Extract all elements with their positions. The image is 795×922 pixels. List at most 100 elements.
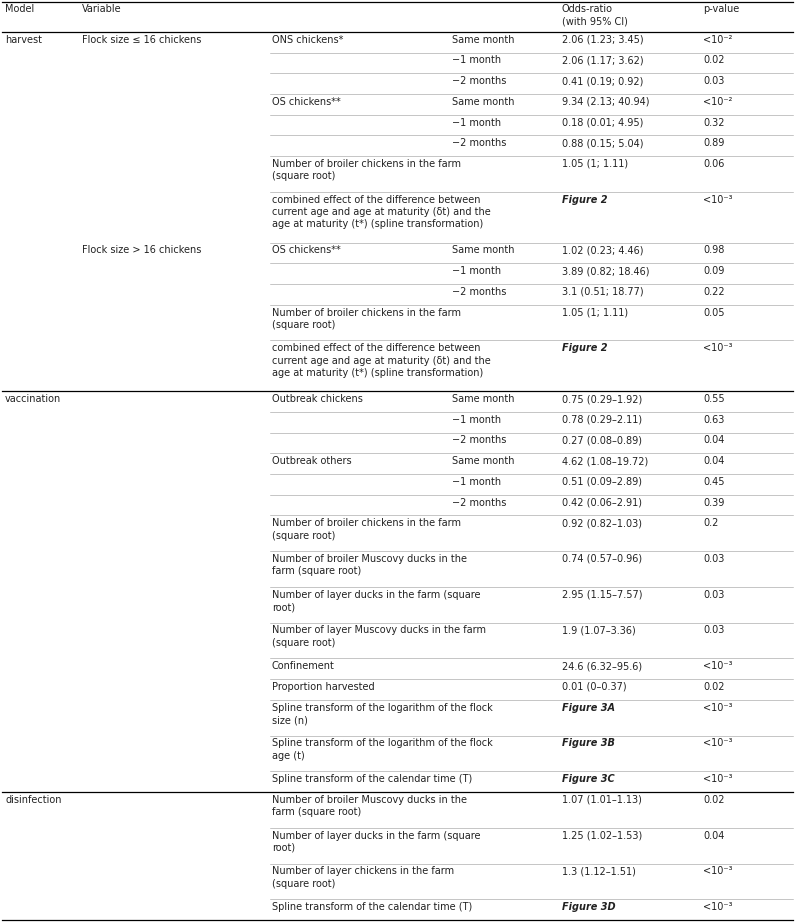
Text: 2.06 (1.17; 3.62): 2.06 (1.17; 3.62) [562, 55, 644, 65]
Text: Figure 3B: Figure 3B [562, 739, 615, 749]
Text: <10⁻³: <10⁻³ [703, 195, 732, 205]
Text: 0.98: 0.98 [703, 245, 724, 255]
Text: Number of broiler chickens in the farm
(square root): Number of broiler chickens in the farm (… [272, 308, 461, 330]
Text: Figure 3D: Figure 3D [562, 902, 615, 912]
Text: 0.63: 0.63 [703, 415, 724, 425]
Text: 4.62 (1.08–19.72): 4.62 (1.08–19.72) [562, 456, 648, 467]
Text: Spline transform of the logarithm of the flock
size (n): Spline transform of the logarithm of the… [272, 703, 493, 725]
Text: combined effect of the difference between
current age and age at maturity (δt) a: combined effect of the difference betwee… [272, 343, 491, 378]
Text: OS chickens**: OS chickens** [272, 245, 341, 255]
Text: 9.34 (2.13; 40.94): 9.34 (2.13; 40.94) [562, 97, 650, 107]
Text: Number of broiler chickens in the farm
(square root): Number of broiler chickens in the farm (… [272, 518, 461, 540]
Text: harvest: harvest [5, 35, 42, 45]
Text: 0.03: 0.03 [703, 77, 724, 86]
Text: −2 months: −2 months [452, 138, 506, 148]
Text: 1.05 (1; 1.11): 1.05 (1; 1.11) [562, 308, 628, 317]
Text: Variable: Variable [82, 4, 122, 14]
Text: −2 months: −2 months [452, 498, 506, 507]
Text: 2.06 (1.23; 3.45): 2.06 (1.23; 3.45) [562, 35, 644, 45]
Text: Number of broiler chickens in the farm
(square root): Number of broiler chickens in the farm (… [272, 159, 461, 182]
Text: 0.04: 0.04 [703, 456, 724, 467]
Text: 1.05 (1; 1.11): 1.05 (1; 1.11) [562, 159, 628, 169]
Text: 24.6 (6.32–95.6): 24.6 (6.32–95.6) [562, 661, 642, 671]
Text: combined effect of the difference between
current age and age at maturity (δt) a: combined effect of the difference betwee… [272, 195, 491, 230]
Text: Same month: Same month [452, 394, 514, 404]
Text: Number of broiler Muscovy ducks in the
farm (square root): Number of broiler Muscovy ducks in the f… [272, 795, 467, 817]
Text: 0.05: 0.05 [703, 308, 724, 317]
Text: Spline transform of the calendar time (T): Spline transform of the calendar time (T… [272, 902, 472, 912]
Text: 0.2: 0.2 [703, 518, 719, 528]
Text: Same month: Same month [452, 456, 514, 467]
Text: disinfection: disinfection [5, 795, 61, 805]
Text: 0.89: 0.89 [703, 138, 724, 148]
Text: Model: Model [5, 4, 34, 14]
Text: 3.89 (0.82; 18.46): 3.89 (0.82; 18.46) [562, 266, 650, 277]
Text: <10⁻³: <10⁻³ [703, 343, 732, 353]
Text: 0.04: 0.04 [703, 435, 724, 445]
Text: Number of layer Muscovy ducks in the farm
(square root): Number of layer Muscovy ducks in the far… [272, 625, 486, 648]
Text: Outbreak chickens: Outbreak chickens [272, 394, 363, 404]
Text: Spline transform of the logarithm of the flock
age (t): Spline transform of the logarithm of the… [272, 739, 493, 761]
Text: Figure 2: Figure 2 [562, 195, 607, 205]
Text: 0.32: 0.32 [703, 117, 724, 127]
Text: 0.01 (0–0.37): 0.01 (0–0.37) [562, 682, 626, 692]
Text: Number of layer ducks in the farm (square
root): Number of layer ducks in the farm (squar… [272, 590, 480, 612]
Text: Number of broiler Muscovy ducks in the
farm (square root): Number of broiler Muscovy ducks in the f… [272, 554, 467, 576]
Text: Spline transform of the calendar time (T): Spline transform of the calendar time (T… [272, 774, 472, 784]
Text: 0.75 (0.29–1.92): 0.75 (0.29–1.92) [562, 394, 642, 404]
Text: vaccination: vaccination [5, 394, 61, 404]
Text: 0.51 (0.09–2.89): 0.51 (0.09–2.89) [562, 477, 642, 487]
Text: Flock size ≤ 16 chickens: Flock size ≤ 16 chickens [82, 35, 201, 45]
Text: 0.42 (0.06–2.91): 0.42 (0.06–2.91) [562, 498, 642, 507]
Text: 0.02: 0.02 [703, 795, 724, 805]
Text: <10⁻²: <10⁻² [703, 97, 732, 107]
Text: 0.02: 0.02 [703, 55, 724, 65]
Text: 0.41 (0.19; 0.92): 0.41 (0.19; 0.92) [562, 77, 643, 86]
Text: 1.02 (0.23; 4.46): 1.02 (0.23; 4.46) [562, 245, 643, 255]
Text: 0.04: 0.04 [703, 831, 724, 841]
Text: −1 month: −1 month [452, 55, 501, 65]
Text: −1 month: −1 month [452, 117, 501, 127]
Text: 0.88 (0.15; 5.04): 0.88 (0.15; 5.04) [562, 138, 643, 148]
Text: 3.1 (0.51; 18.77): 3.1 (0.51; 18.77) [562, 287, 644, 297]
Text: 0.74 (0.57–0.96): 0.74 (0.57–0.96) [562, 554, 642, 564]
Text: Same month: Same month [452, 97, 514, 107]
Text: Figure 3C: Figure 3C [562, 774, 615, 784]
Text: Figure 2: Figure 2 [562, 343, 607, 353]
Text: 0.22: 0.22 [703, 287, 724, 297]
Text: Number of layer chickens in the farm
(square root): Number of layer chickens in the farm (sq… [272, 867, 454, 889]
Text: 0.03: 0.03 [703, 554, 724, 564]
Text: <10⁻³: <10⁻³ [703, 774, 732, 784]
Text: −1 month: −1 month [452, 477, 501, 487]
Text: 0.55: 0.55 [703, 394, 724, 404]
Text: 0.18 (0.01; 4.95): 0.18 (0.01; 4.95) [562, 117, 643, 127]
Text: 1.3 (1.12–1.51): 1.3 (1.12–1.51) [562, 867, 636, 876]
Text: Figure 3A: Figure 3A [562, 703, 615, 713]
Text: OS chickens**: OS chickens** [272, 97, 341, 107]
Text: 0.45: 0.45 [703, 477, 724, 487]
Text: <10⁻³: <10⁻³ [703, 739, 732, 749]
Text: ONS chickens*: ONS chickens* [272, 35, 343, 45]
Text: <10⁻³: <10⁻³ [703, 867, 732, 876]
Text: −1 month: −1 month [452, 415, 501, 425]
Text: Proportion harvested: Proportion harvested [272, 682, 374, 692]
Text: <10⁻³: <10⁻³ [703, 902, 732, 912]
Text: 0.06: 0.06 [703, 159, 724, 169]
Text: 1.07 (1.01–1.13): 1.07 (1.01–1.13) [562, 795, 642, 805]
Text: Odds-ratio
(with 95% CI): Odds-ratio (with 95% CI) [562, 4, 628, 27]
Text: Outbreak others: Outbreak others [272, 456, 351, 467]
Text: Flock size > 16 chickens: Flock size > 16 chickens [82, 245, 201, 255]
Text: 1.25 (1.02–1.53): 1.25 (1.02–1.53) [562, 831, 642, 841]
Text: 0.03: 0.03 [703, 590, 724, 599]
Text: 0.27 (0.08–0.89): 0.27 (0.08–0.89) [562, 435, 642, 445]
Text: <10⁻³: <10⁻³ [703, 703, 732, 713]
Text: −1 month: −1 month [452, 266, 501, 277]
Text: Same month: Same month [452, 245, 514, 255]
Text: 2.95 (1.15–7.57): 2.95 (1.15–7.57) [562, 590, 642, 599]
Text: −2 months: −2 months [452, 435, 506, 445]
Text: Number of layer ducks in the farm (square
root): Number of layer ducks in the farm (squar… [272, 831, 480, 853]
Text: −2 months: −2 months [452, 287, 506, 297]
Text: 0.09: 0.09 [703, 266, 724, 277]
Text: 0.03: 0.03 [703, 625, 724, 635]
Text: Confinement: Confinement [272, 661, 335, 671]
